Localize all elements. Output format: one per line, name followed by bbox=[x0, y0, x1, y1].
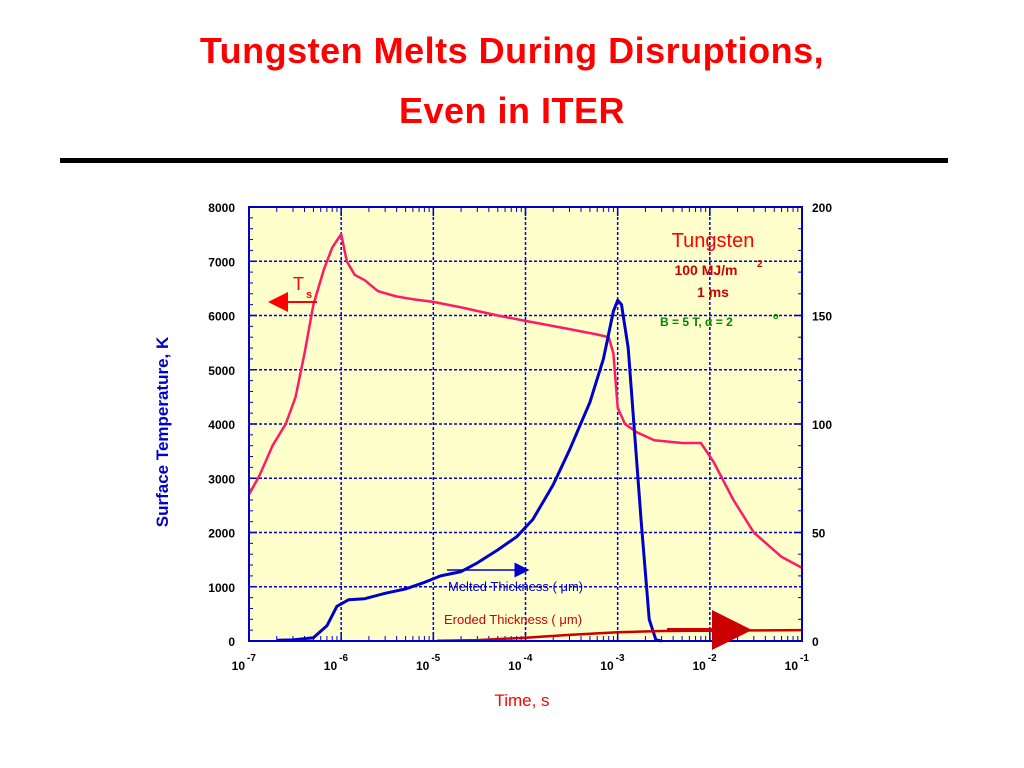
plot-frame bbox=[248, 206, 803, 642]
x-tick-exponent: -4 bbox=[524, 653, 533, 664]
x-tick-exponent: -1 bbox=[800, 653, 809, 664]
x-tick-label: 10 bbox=[692, 659, 706, 673]
y-tick-label: 3000 bbox=[208, 472, 235, 486]
x-tick-exponent: -6 bbox=[339, 653, 348, 664]
field-label: B = 5 T, α = 2 bbox=[660, 315, 733, 329]
material-label: Tungsten bbox=[672, 230, 755, 252]
x-tick-label: 10 bbox=[785, 659, 799, 673]
melted-thickness-line bbox=[276, 298, 662, 643]
y-tick-label: 4000 bbox=[208, 418, 235, 432]
eroded-label: Eroded Thickness ( μm) bbox=[444, 612, 582, 627]
energy-exponent: 2 bbox=[757, 259, 763, 270]
x-tick-label: 10 bbox=[324, 659, 338, 673]
y-tick-label: 5000 bbox=[208, 364, 235, 378]
x-tick-exponent: -5 bbox=[431, 653, 440, 664]
page-subtitle: Even in ITER bbox=[398, 90, 626, 131]
y2-tick-label: 200 bbox=[812, 201, 832, 215]
grid-lines bbox=[249, 207, 802, 641]
melted-label: Melted Thickness ( μm) bbox=[448, 579, 583, 594]
y-tick-label: 0 bbox=[228, 635, 235, 649]
y2-tick-label: 100 bbox=[812, 418, 832, 432]
temperature-line bbox=[247, 232, 803, 569]
x-tick-exponent: -3 bbox=[616, 653, 625, 664]
x-tick-label: 10 bbox=[416, 659, 430, 673]
y2-tick-label: 0 bbox=[812, 635, 819, 649]
x-tick-exponent: -2 bbox=[708, 653, 717, 664]
ts-subscript: s bbox=[306, 289, 312, 301]
y-tick-label: 2000 bbox=[208, 527, 235, 541]
duration-label: 1 ms bbox=[697, 284, 729, 300]
y-tick-label: 1000 bbox=[208, 581, 235, 595]
ts-label: T bbox=[293, 274, 304, 294]
x-tick-label: 10 bbox=[232, 659, 246, 673]
page-title: Tungsten Melts During Disruptions, bbox=[199, 30, 825, 71]
y2-tick-label: 50 bbox=[812, 527, 826, 541]
y2-tick-label: 150 bbox=[812, 310, 832, 324]
x-tick-label: 10 bbox=[508, 659, 522, 673]
title-divider bbox=[60, 158, 948, 163]
tick-labels: 10-710-610-510-410-310-210-1010002000300… bbox=[208, 201, 832, 673]
y-axis-label: Surface Temperature, K bbox=[153, 336, 172, 527]
energy-label: 100 MJ/m bbox=[674, 262, 737, 278]
y-tick-label: 8000 bbox=[208, 201, 235, 215]
y-tick-label: 6000 bbox=[208, 310, 235, 324]
y-tick-label: 7000 bbox=[208, 255, 235, 269]
field-degree: o bbox=[773, 311, 779, 321]
x-tick-label: 10 bbox=[600, 659, 614, 673]
x-tick-exponent: -7 bbox=[247, 653, 256, 664]
x-axis-label: Time, s bbox=[494, 691, 549, 710]
